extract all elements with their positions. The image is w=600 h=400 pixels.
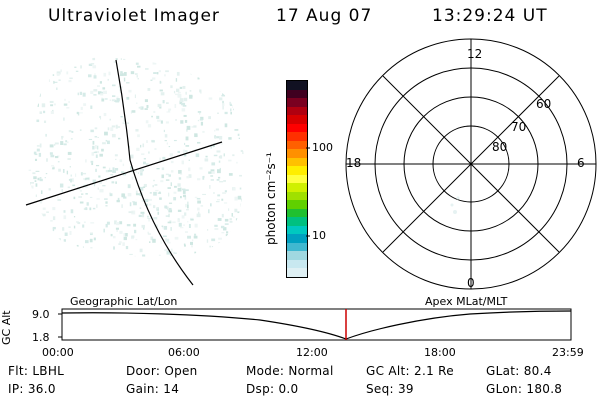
info-gain: Gain: 14 xyxy=(126,382,180,396)
colorbar-segment xyxy=(287,191,307,201)
timeline-x-2359: 23:59 xyxy=(552,346,584,359)
colorbar-segment xyxy=(287,81,307,90)
mlat-label-70: 70 xyxy=(511,120,527,134)
colorbar-segment xyxy=(287,259,307,269)
timeline-x-1200: 12:00 xyxy=(296,346,328,359)
colorbar-segment xyxy=(287,132,307,141)
colorbar-segment xyxy=(287,123,307,133)
colorbar-tick-100: 100 xyxy=(312,141,333,154)
colorbar xyxy=(286,80,308,278)
mlt-label-18: 18 xyxy=(346,156,362,170)
colorbar-segment xyxy=(287,200,307,209)
colorbar-segment xyxy=(287,157,307,167)
mlat-label-80: 80 xyxy=(492,140,508,154)
colorbar-segment xyxy=(287,217,307,226)
colorbar-tick-10: 10 xyxy=(312,229,326,242)
info-ip: IP: 36.0 xyxy=(8,382,56,396)
colorbar-segment xyxy=(287,242,307,252)
colorbar-segment xyxy=(287,115,307,124)
colorbar-segment xyxy=(287,89,307,99)
info-glon: GLon: 180.8 xyxy=(486,382,563,396)
date-label: 17 Aug 07 xyxy=(276,6,373,26)
time-label: 13:29:24 UT xyxy=(432,6,548,26)
mlt-label-6: 6 xyxy=(577,156,585,170)
timeline-x-0000: 00:00 xyxy=(42,346,74,359)
colorbar-segment xyxy=(287,208,307,218)
timeline-y-max: 9.0 xyxy=(32,308,50,321)
info-seq: Seq: 39 xyxy=(366,382,414,396)
colorbar-segment xyxy=(287,140,307,150)
mlt-label-12: 12 xyxy=(467,47,483,61)
mlat-label-60: 60 xyxy=(536,97,552,111)
colorbar-segment xyxy=(287,98,307,107)
colorbar-segment xyxy=(287,166,307,175)
info-mode: Mode: Normal xyxy=(246,364,334,378)
timeline-right-title: Apex MLat/MLT xyxy=(425,295,508,308)
timeline-x-1800: 18:00 xyxy=(424,346,456,359)
colorbar-segment xyxy=(287,268,307,277)
timeline-y-min: 1.8 xyxy=(32,331,50,344)
info-dsp: Dsp: 0.0 xyxy=(246,382,299,396)
colorbar-segment xyxy=(287,174,307,184)
info-filter: Flt: LBHL xyxy=(8,364,65,378)
colorbar-segment xyxy=(287,106,307,116)
timeline-left-title: Geographic Lat/Lon xyxy=(70,295,178,308)
colorbar-segment xyxy=(287,251,307,260)
timeline-x-0600: 06:00 xyxy=(168,346,200,359)
instrument-title: Ultraviolet Imager xyxy=(48,6,220,26)
colorbar-segment xyxy=(287,225,307,235)
colorbar-segment xyxy=(287,183,307,192)
colorbar-segment xyxy=(287,149,307,158)
info-glat: GLat: 80.4 xyxy=(486,364,552,378)
info-door: Door: Open xyxy=(126,364,198,378)
mlt-label-0: 0 xyxy=(467,276,475,290)
colorbar-segment xyxy=(287,234,307,243)
info-gc-alt: GC Alt: 2.1 Re xyxy=(366,364,454,378)
altitude-curve xyxy=(61,310,572,340)
